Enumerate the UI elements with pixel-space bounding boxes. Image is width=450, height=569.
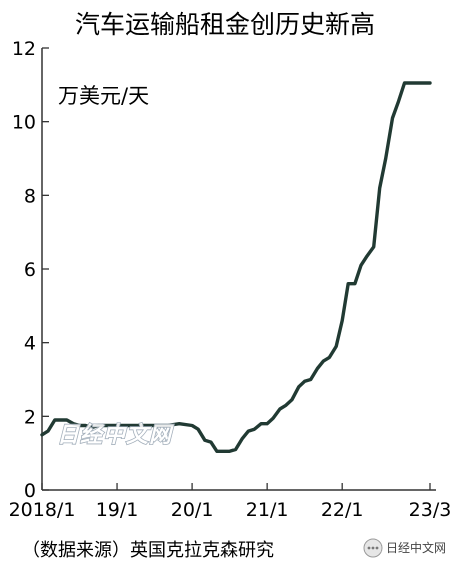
x-tick-label: 22/1 [321,499,364,521]
source-note: （数据来源）英国克拉克森研究 [22,540,274,561]
y-tick-label: 0 [24,480,36,502]
watermark: 日经中文网 [56,421,174,449]
unit-label: 万美元/天 [58,84,149,108]
series-group [40,81,432,453]
x-tick-label: 23/3 [409,499,450,521]
y-tick-label: 2 [24,406,36,428]
x-tick-label: 19/1 [96,499,139,521]
y-tick-label: 12 [12,38,36,60]
y-tick-label: 10 [12,112,36,134]
series-line [40,81,432,453]
y-tick-label: 4 [24,333,36,355]
watermark-text: 日经中文网 [57,422,174,448]
watermark-logo: 日经中文网 [363,538,446,558]
chart-title: 汽车运输船租金创历史新高 [75,10,375,39]
x-tick-label: 2018/1 [9,499,76,521]
y-tick-label: 8 [24,185,36,207]
y-tick-label: 6 [24,259,36,281]
watermark-logo-text: 日经中文网 [386,540,446,555]
x-axis-ticks: 2018/1 19/1 20/1 21/1 22/1 23/3 [9,483,450,521]
x-tick-label: 21/1 [246,499,289,521]
y-axis-ticks: 0 2 4 6 8 10 12 [12,38,49,502]
x-tick-label: 20/1 [171,499,214,521]
